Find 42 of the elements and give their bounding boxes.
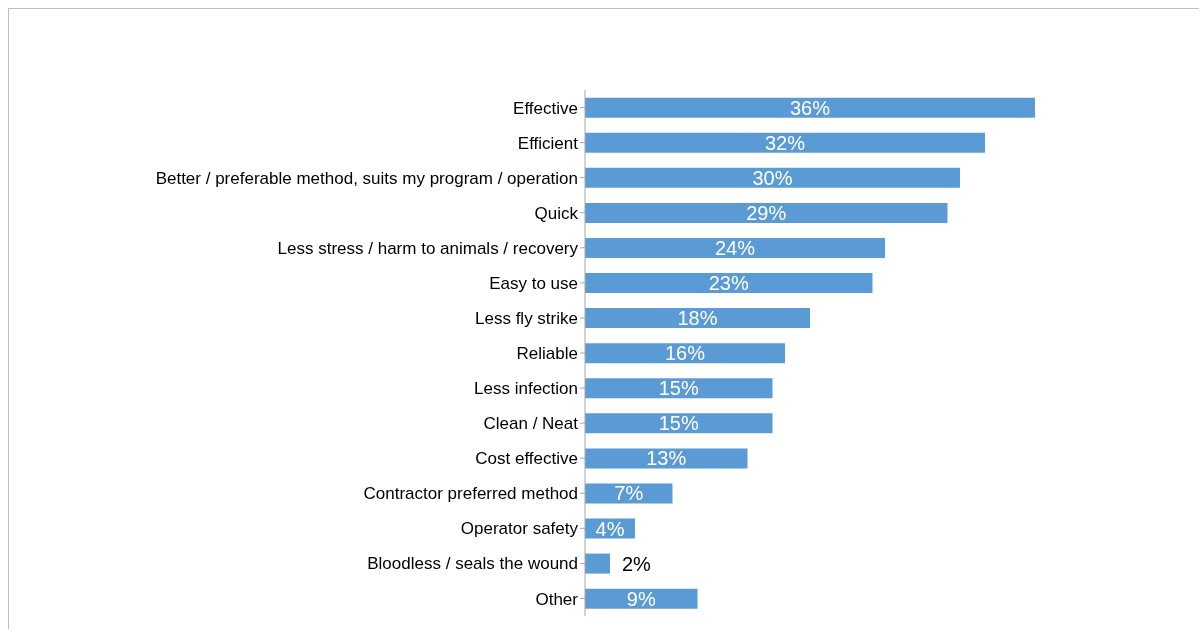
data-label: 29% <box>746 201 787 224</box>
y-tick-label: Clean / Neat <box>483 414 579 434</box>
bar <box>585 378 773 399</box>
bar <box>585 237 885 258</box>
y-tick-label: Other <box>535 589 579 609</box>
data-label: 24% <box>714 236 756 259</box>
data-label: 13% <box>646 447 687 470</box>
y-tick-label: Operator safety <box>460 519 579 539</box>
bar <box>585 413 773 434</box>
bar <box>585 273 873 294</box>
data-label: 36% <box>789 96 831 119</box>
bar <box>585 202 948 223</box>
bar <box>585 97 1035 118</box>
data-label: 32% <box>764 131 806 154</box>
bar <box>585 448 748 469</box>
data-label: 15% <box>658 377 699 400</box>
bar <box>585 343 785 364</box>
y-tick-label: Cost effective <box>475 449 578 469</box>
data-label: 2% <box>622 552 652 575</box>
y-tick-label: Less stress / harm to animals / recovery <box>277 238 579 258</box>
data-label: 4% <box>595 517 625 540</box>
y-tick-label: Effective <box>513 98 578 118</box>
y-tick-label: Efficient <box>517 133 579 153</box>
y-tick-label: Contractor preferred method <box>363 484 578 504</box>
data-label: 15% <box>658 412 699 435</box>
data-label: 16% <box>664 342 706 365</box>
data-label: 30% <box>752 166 793 189</box>
data-label: 7% <box>614 482 644 505</box>
y-tick-label: Less fly strike <box>475 308 578 328</box>
y-tick-label: Reliable <box>516 344 578 364</box>
y-tick-label: Bloodless / seals the wound <box>367 554 578 574</box>
bar <box>585 167 960 188</box>
y-tick-label: Quick <box>534 203 579 223</box>
bar <box>585 308 810 329</box>
bar <box>585 553 610 574</box>
data-label: 18% <box>677 307 718 330</box>
bar <box>585 132 985 153</box>
y-tick-label: Easy to use <box>489 273 578 293</box>
y-tick-label: Better / preferable method, suits my program / operation <box>155 168 578 188</box>
y-tick-label: Less infection <box>474 379 578 399</box>
data-label: 23% <box>708 272 749 295</box>
data-label: 9% <box>626 587 656 610</box>
